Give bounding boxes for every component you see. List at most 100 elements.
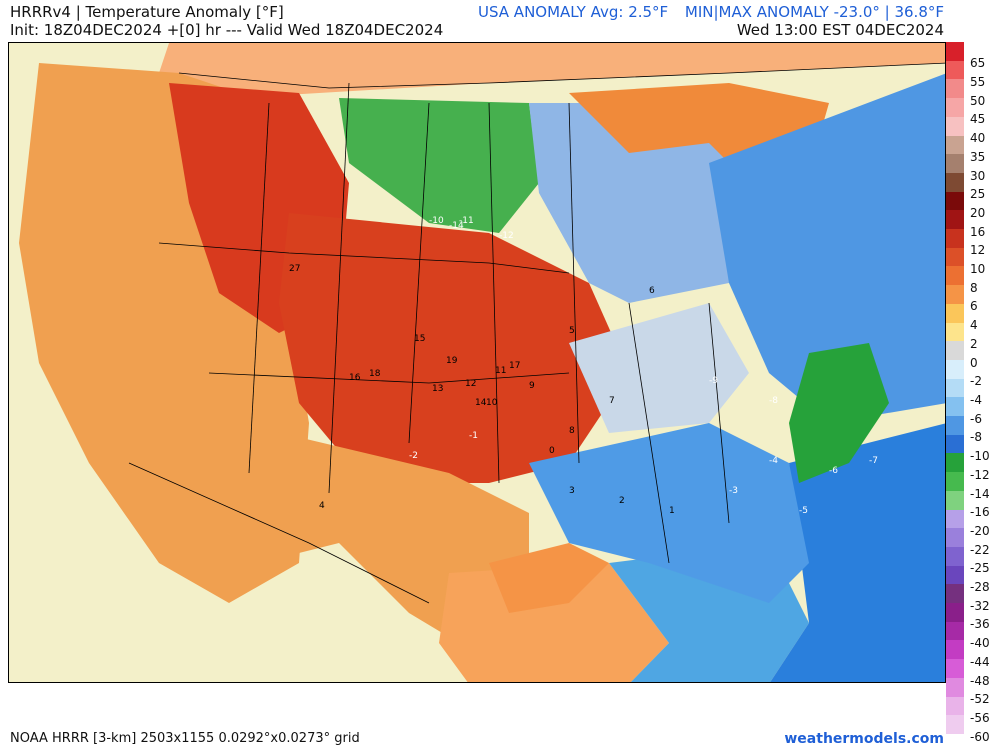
map-title: HRRRv4 | Temperature Anomaly [°F] — [10, 3, 284, 21]
western-gulf — [439, 563, 669, 682]
color-scale-label: -52 — [970, 692, 990, 707]
color-scale-label: -44 — [970, 654, 990, 669]
anomaly-value-label: 0 — [549, 446, 555, 456]
color-scale-cell — [946, 528, 964, 548]
color-scale-cell — [946, 359, 964, 380]
color-scale-label: -6 — [970, 411, 982, 426]
anomaly-map[interactable]: 19 17 15 14 13 12 11 10 9 8 7 6 5 4 3 2 1 0 -1 -2 -3 -4 -5 -6 -7… — [8, 42, 946, 683]
color-scale-label: -4 — [970, 393, 982, 407]
anomaly-value-label: 5 — [569, 326, 575, 336]
color-scale-cell — [946, 453, 964, 473]
color-scale-cell — [946, 715, 964, 735]
anomaly-value-label: -1 — [469, 431, 478, 441]
color-scale-label: -12 — [970, 467, 990, 482]
anomaly-value-label: 4 — [319, 501, 325, 511]
color-scale-label: 12 — [970, 243, 986, 258]
anomaly-value-label: 8 — [569, 426, 575, 436]
anomaly-value-label: 27 — [289, 264, 300, 274]
color-scale-label: 65 — [970, 56, 986, 71]
color-scale-cell — [946, 621, 964, 641]
anomaly-value-label: 15 — [414, 334, 425, 344]
northern-plains-cold-anomaly — [339, 98, 539, 233]
anomaly-value-label: 17 — [509, 361, 520, 371]
anomaly-value-label: 14 — [475, 398, 487, 408]
color-scale-cell — [946, 172, 964, 193]
southern-atlantic — [770, 423, 945, 682]
color-scale-label: 4 — [970, 318, 978, 333]
anomaly-value-label: -10 — [429, 216, 444, 226]
anomaly-value-label: 1 — [669, 506, 675, 516]
southeast-cold-anomaly — [529, 423, 809, 603]
color-scale-cell — [946, 42, 964, 62]
color-scale-cell — [946, 285, 964, 305]
anomaly-value-label: -7 — [869, 456, 878, 466]
anomaly-value-label: 16 — [349, 373, 361, 383]
init-valid-time: Init: 18Z04DEC2024 +[0] hr --- Valid Wed… — [10, 21, 444, 39]
color-scale-cell — [946, 434, 964, 454]
color-scale-label: 8 — [970, 280, 978, 295]
anomaly-value-label: -5 — [799, 506, 808, 516]
color-scale-label: 45 — [970, 112, 986, 127]
color-scale-cell — [946, 416, 964, 436]
color-scale-label: 2 — [970, 336, 978, 351]
anomaly-value-label: 11 — [495, 366, 506, 376]
color-scale-label: 0 — [970, 355, 978, 370]
anomaly-value-label: -3 — [729, 486, 738, 496]
color-scale-label: -28 — [970, 580, 990, 595]
anomaly-value-label: -12 — [499, 231, 514, 241]
valid-local-time: Wed 13:00 EST 04DEC2024 — [736, 21, 944, 39]
color-scale-cell — [946, 696, 964, 716]
mid-atlantic-coast-cold-anomaly — [789, 343, 889, 483]
anomaly-value-label: 12 — [465, 379, 476, 389]
color-scale-cell — [946, 116, 964, 136]
color-scale-cell — [946, 322, 964, 342]
color-scale-cell — [946, 303, 964, 324]
color-scale-cell — [946, 210, 964, 230]
anomaly-value-label: -2 — [409, 451, 418, 461]
color-scale-cell — [946, 640, 964, 660]
color-scale-label: 6 — [970, 299, 978, 314]
anomaly-value-label: -6 — [829, 466, 838, 476]
color-scale-cell — [946, 378, 964, 398]
color-scale-cell — [946, 341, 964, 361]
color-scale-cell — [946, 266, 964, 286]
color-scale-label: 35 — [970, 149, 986, 164]
color-scale-cell — [946, 659, 964, 679]
color-scale-cell — [946, 191, 964, 211]
model-grid-info: NOAA HRRR [3-km] 2503x1155 0.0292°x0.027… — [10, 731, 360, 746]
color-scale-label: 20 — [970, 205, 986, 220]
color-scale-cell — [946, 584, 964, 604]
color-scale-label: 55 — [970, 75, 986, 90]
brand-link[interactable]: weathermodels.com — [784, 731, 944, 747]
anomaly-value-label: -4 — [769, 456, 778, 466]
color-scale-label: -48 — [970, 673, 990, 688]
color-scale-cell — [946, 565, 964, 585]
texas-coast-warm-anomaly — [489, 543, 609, 613]
color-scale-label: -22 — [970, 542, 990, 557]
anomaly-value-label: 19 — [446, 356, 458, 366]
color-scale-cell — [946, 79, 964, 99]
anomaly-value-label: -14 — [449, 221, 464, 231]
anomaly-value-label: 9 — [529, 381, 535, 391]
color-scale-cell — [946, 247, 964, 267]
anomaly-value-label: 7 — [609, 396, 615, 406]
color-scale-label: -10 — [970, 449, 990, 464]
color-scale-label: 16 — [970, 224, 986, 239]
color-scale-label: 10 — [970, 262, 986, 277]
color-scale-label: -14 — [970, 486, 990, 501]
color-scale-cell — [946, 509, 964, 529]
color-scale-cell — [946, 472, 964, 492]
color-scale-label: -60 — [970, 729, 990, 744]
color-scale-label: -40 — [970, 636, 990, 651]
ohio-valley-region — [569, 303, 749, 433]
anomaly-value-label: 18 — [369, 369, 381, 379]
color-scale-label: 40 — [970, 131, 986, 146]
color-scale-label: -36 — [970, 617, 990, 632]
color-scale-cell — [946, 677, 964, 698]
min-max-anomaly: MIN|MAX ANOMALY -23.0° | 36.8°F — [684, 3, 944, 21]
color-scale-label: -25 — [970, 561, 990, 576]
canada-region — [149, 43, 945, 103]
anomaly-value-label: -9 — [709, 376, 718, 386]
